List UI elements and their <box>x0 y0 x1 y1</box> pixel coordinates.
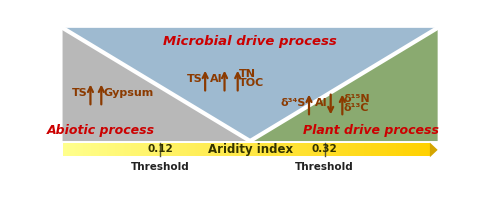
Polygon shape <box>250 28 438 141</box>
Text: Aridity index: Aridity index <box>207 143 293 156</box>
Text: Microbial drive process: Microbial drive process <box>163 35 337 48</box>
Text: Gypsum: Gypsum <box>103 88 154 98</box>
Text: δ¹⁵N: δ¹⁵N <box>344 94 370 104</box>
Text: δ¹³C: δ¹³C <box>344 103 369 113</box>
Text: TOC: TOC <box>239 78 264 88</box>
Text: 0.12: 0.12 <box>147 144 173 154</box>
Text: δ³⁴S: δ³⁴S <box>281 98 306 108</box>
Polygon shape <box>62 28 250 141</box>
Text: TS: TS <box>187 74 203 84</box>
Polygon shape <box>62 28 438 141</box>
Polygon shape <box>430 143 438 157</box>
Text: AI: AI <box>209 74 222 84</box>
Text: 0.32: 0.32 <box>312 144 337 154</box>
Text: TS: TS <box>72 88 88 98</box>
Text: Threshold: Threshold <box>295 162 354 172</box>
Text: Abiotic process: Abiotic process <box>47 124 155 137</box>
Text: AI: AI <box>315 98 327 108</box>
Text: TN: TN <box>239 69 256 79</box>
Text: Plant drive process: Plant drive process <box>303 124 439 137</box>
Text: Threshold: Threshold <box>131 162 189 172</box>
